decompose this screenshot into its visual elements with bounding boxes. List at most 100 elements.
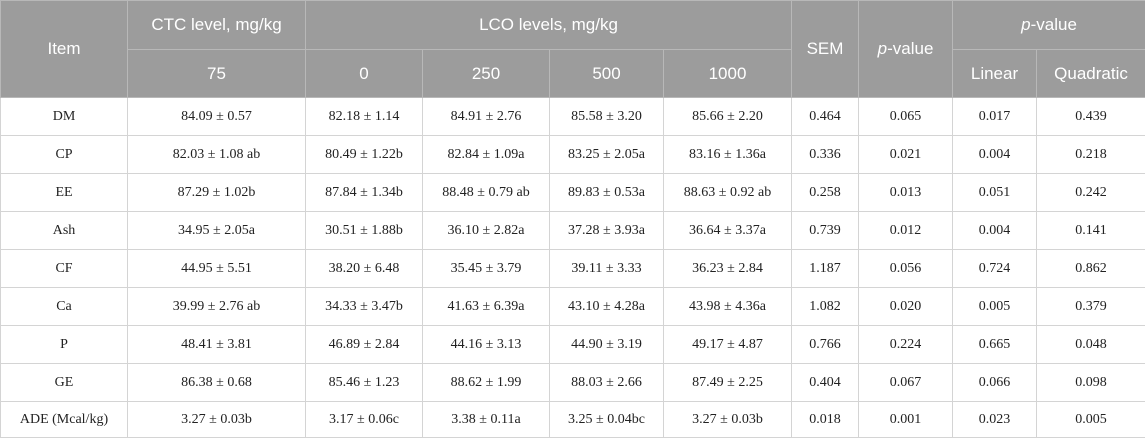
table-row: GE 86.38 ± 0.68 85.46 ± 1.23 88.62 ± 1.99 88… [0, 363, 1145, 402]
cell-lco-250: 3.38 ± 0.11a [422, 401, 550, 438]
cell-ctc-75: 86.38 ± 0.68 [127, 363, 306, 402]
cell-ctc-75: 39.99 ± 2.76 ab [127, 287, 306, 326]
cell-item: P [0, 325, 128, 364]
cell-lco-1000: 83.16 ± 1.36a [662, 135, 793, 174]
table-row: P 48.41 ± 3.81 46.89 ± 2.84 44.16 ± 3.13 44.… [0, 325, 1145, 364]
cell-lco-250: 88.62 ± 1.99 [422, 363, 550, 402]
cell-p-value: 0.001 [858, 401, 954, 438]
cell-lco-250: 44.16 ± 3.13 [422, 325, 550, 364]
p-italic: p [877, 39, 888, 58]
cell-linear: 0.023 [952, 401, 1038, 438]
p-value-suffix: -value [887, 39, 934, 58]
cell-lco-500: 88.03 ± 2.66 [549, 363, 664, 402]
header-lco-250: 250 [422, 49, 550, 98]
cell-lco-0: 46.89 ± 2.84 [305, 325, 423, 364]
cell-p-value: 0.056 [858, 249, 954, 288]
header-lco-500: 500 [549, 49, 664, 98]
table-row: EE 87.29 ± 1.02b 87.84 ± 1.34b 88.48 ± 0.79… [0, 173, 1145, 212]
cell-sem: 1.082 [791, 287, 860, 326]
p-italic: p [1021, 15, 1031, 34]
cell-lco-250: 35.45 ± 3.79 [422, 249, 550, 288]
header-sem: SEM [791, 0, 860, 98]
table-row: Ash 34.95 ± 2.05a 30.51 ± 1.88b 36.10 ± 2.8… [0, 211, 1145, 250]
table-row: Ca 39.99 ± 2.76 ab 34.33 ± 3.47b 41.63 ± 6.… [0, 287, 1145, 326]
cell-sem: 0.018 [791, 401, 860, 438]
cell-lco-0: 87.84 ± 1.34b [305, 173, 423, 212]
cell-quadratic: 0.048 [1036, 325, 1145, 364]
header-lco-group: LCO levels, mg/kg [304, 0, 793, 50]
cell-linear: 0.051 [952, 173, 1038, 212]
cell-lco-500: 37.28 ± 3.93a [549, 211, 664, 250]
cell-lco-1000: 43.98 ± 4.36a [662, 287, 793, 326]
cell-sem: 0.336 [791, 135, 860, 174]
header-quadratic: Quadratic [1036, 49, 1145, 98]
cell-quadratic: 0.439 [1036, 97, 1145, 136]
cell-ctc-75: 44.95 ± 5.51 [127, 249, 306, 288]
cell-ctc-75: 48.41 ± 3.81 [127, 325, 306, 364]
cell-lco-1000: 36.23 ± 2.84 [662, 249, 793, 288]
p-value-suffix: -value [1030, 15, 1077, 34]
cell-lco-500: 3.25 ± 0.04bc [549, 401, 664, 438]
cell-ctc-75: 3.27 ± 0.03b [127, 401, 306, 438]
cell-lco-500: 85.58 ± 3.20 [549, 97, 664, 136]
cell-lco-0: 3.17 ± 0.06c [305, 401, 423, 438]
cell-p-value: 0.021 [858, 135, 954, 174]
cell-quadratic: 0.242 [1036, 173, 1145, 212]
header-ctc-group: CTC level, mg/kg [127, 0, 306, 50]
table-header: Item CTC level, mg/kg LCO levels, mg/kg … [0, 0, 1145, 98]
cell-linear: 0.724 [952, 249, 1038, 288]
header-lco-0: 0 [305, 49, 423, 98]
cell-sem: 0.258 [791, 173, 860, 212]
table-row: CP 82.03 ± 1.08 ab 80.49 ± 1.22b 82.84 ± 1.… [0, 135, 1145, 174]
cell-lco-0: 34.33 ± 3.47b [305, 287, 423, 326]
cell-lco-500: 44.90 ± 3.19 [549, 325, 664, 364]
cell-lco-1000: 88.63 ± 0.92 ab [662, 173, 793, 212]
header-lco-1000: 1000 [662, 49, 793, 98]
cell-sem: 1.187 [791, 249, 860, 288]
cell-lco-1000: 36.64 ± 3.37a [662, 211, 793, 250]
table-body: DM 84.09 ± 0.57 82.18 ± 1.14 84.91 ± 2.76 85… [0, 97, 1145, 438]
cell-lco-0: 80.49 ± 1.22b [305, 135, 423, 174]
cell-item: Ash [0, 211, 128, 250]
cell-lco-250: 82.84 ± 1.09a [422, 135, 550, 174]
table-row: CF 44.95 ± 5.51 38.20 ± 6.48 35.45 ± 3.79 39… [0, 249, 1145, 288]
cell-ctc-75: 34.95 ± 2.05a [127, 211, 306, 250]
cell-item: CP [0, 135, 128, 174]
cell-lco-0: 82.18 ± 1.14 [305, 97, 423, 136]
cell-ctc-75: 82.03 ± 1.08 ab [127, 135, 306, 174]
cell-lco-250: 84.91 ± 2.76 [422, 97, 550, 136]
header-linear: Linear [952, 49, 1038, 98]
header-p-value: p-value [858, 0, 954, 98]
cell-ctc-75: 84.09 ± 0.57 [127, 97, 306, 136]
cell-quadratic: 0.218 [1036, 135, 1145, 174]
cell-lco-1000: 87.49 ± 2.25 [662, 363, 793, 402]
cell-p-value: 0.224 [858, 325, 954, 364]
cell-lco-500: 43.10 ± 4.28a [549, 287, 664, 326]
cell-sem: 0.404 [791, 363, 860, 402]
cell-quadratic: 0.098 [1036, 363, 1145, 402]
cell-item: DM [0, 97, 128, 136]
cell-lco-1000: 85.66 ± 2.20 [662, 97, 793, 136]
header-row-2: 75 0 250 500 1000 Linear Quadratic [1, 49, 1145, 98]
cell-linear: 0.004 [952, 135, 1038, 174]
cell-p-value: 0.012 [858, 211, 954, 250]
cell-linear: 0.066 [952, 363, 1038, 402]
cell-item: GE [0, 363, 128, 402]
cell-p-value: 0.065 [858, 97, 954, 136]
table-row: DM 84.09 ± 0.57 82.18 ± 1.14 84.91 ± 2.76 85… [0, 97, 1145, 136]
cell-lco-0: 30.51 ± 1.88b [305, 211, 423, 250]
cell-p-value: 0.020 [858, 287, 954, 326]
cell-lco-1000: 3.27 ± 0.03b [662, 401, 793, 438]
header-item: Item [0, 0, 128, 98]
cell-linear: 0.665 [952, 325, 1038, 364]
cell-quadratic: 0.005 [1036, 401, 1145, 438]
cell-linear: 0.005 [952, 287, 1038, 326]
header-p-value-contrasts: p-value [952, 0, 1145, 50]
cell-quadratic: 0.862 [1036, 249, 1145, 288]
cell-quadratic: 0.141 [1036, 211, 1145, 250]
cell-item: ADE (Mcal/kg) [0, 401, 128, 438]
cell-lco-0: 38.20 ± 6.48 [305, 249, 423, 288]
cell-item: EE [0, 173, 128, 212]
header-row-1: Item CTC level, mg/kg LCO levels, mg/kg … [0, 0, 1145, 98]
